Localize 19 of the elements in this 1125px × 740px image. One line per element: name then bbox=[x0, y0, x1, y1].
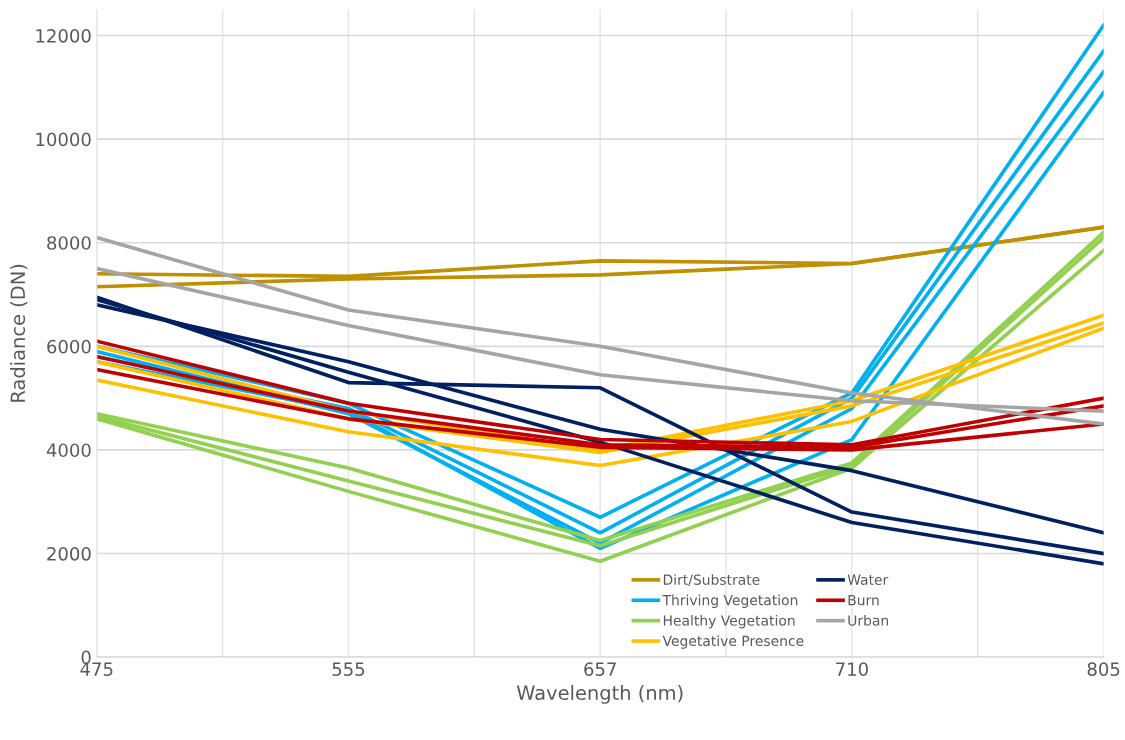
y-tick-label: 6000 bbox=[47, 339, 91, 354]
x-tick-label: 710 bbox=[836, 662, 868, 676]
x-tick-label: 657 bbox=[584, 662, 616, 676]
legend-label: Urban bbox=[848, 614, 889, 626]
x-tick-label: 555 bbox=[332, 662, 365, 676]
y-tick-label: 8000 bbox=[47, 236, 91, 250]
x-tick-label: 805 bbox=[1087, 662, 1120, 676]
legend-label: Healthy Vegetation bbox=[663, 614, 795, 629]
legend-label: Dirt/Substrate bbox=[663, 574, 760, 587]
y-axis-title: Radiance (DN) bbox=[10, 264, 28, 402]
y-tick-label: 10000 bbox=[36, 132, 91, 147]
legend-label: Thriving Vegetation bbox=[662, 594, 798, 609]
legend-label: Water bbox=[847, 574, 889, 585]
y-tick-label: 4000 bbox=[46, 443, 91, 458]
legend-label: Burn bbox=[848, 595, 879, 606]
x-axis-title: Wavelength (nm) bbox=[516, 685, 683, 704]
y-tick-label: 12000 bbox=[36, 28, 91, 43]
y-tick-label: 2000 bbox=[47, 546, 91, 561]
legend-label: Vegetative Presence bbox=[662, 635, 804, 649]
